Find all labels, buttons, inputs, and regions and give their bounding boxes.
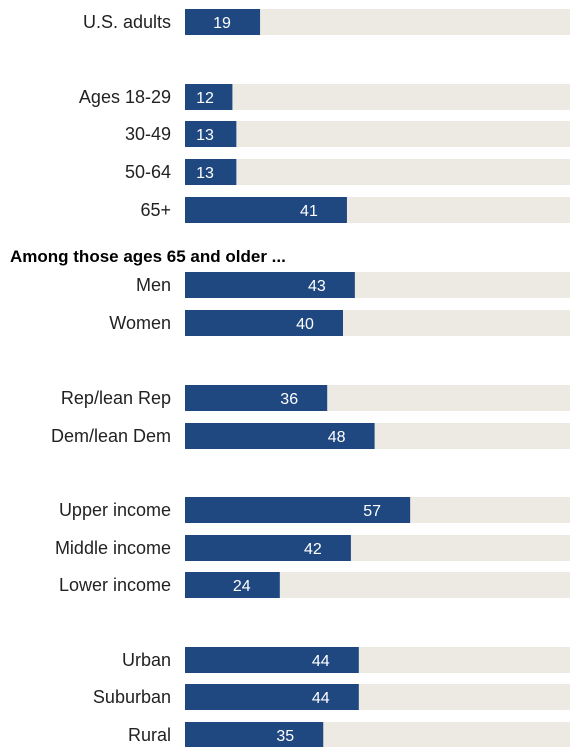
- bar-value-label: 43: [308, 278, 326, 295]
- bar: [185, 197, 347, 223]
- bar-value-label: 12: [196, 90, 214, 107]
- row-label: Ages 18-29: [79, 87, 171, 107]
- bar: [185, 385, 328, 411]
- bar-value-label: 35: [276, 728, 294, 745]
- bar: [185, 84, 233, 110]
- row-label: Women: [109, 313, 171, 333]
- row-label: Dem/lean Dem: [51, 426, 171, 446]
- row-label: Men: [136, 275, 171, 295]
- row-label: Rural: [128, 725, 171, 745]
- row-label: 50-64: [125, 162, 171, 182]
- bar-value-label: 57: [363, 503, 381, 520]
- bar: [185, 310, 343, 336]
- chart-rows: U.S. adults 19 Ages 18-29 12 30-49 13 50-64 13 6…: [51, 9, 570, 747]
- bar-value-label: 42: [304, 541, 322, 558]
- bar: [185, 159, 237, 185]
- bar-value-label: 40: [296, 316, 314, 333]
- row-label: Rep/lean Rep: [61, 388, 171, 408]
- row-label: Lower income: [59, 575, 171, 595]
- row-label: U.S. adults: [83, 12, 171, 32]
- bar: [185, 535, 351, 561]
- bar-value-label: 44: [312, 653, 330, 670]
- bar: [185, 423, 375, 449]
- section-heading: Among those ages 65 and older ...: [10, 247, 286, 266]
- bar-value-label: 24: [233, 578, 251, 595]
- bar-track: [185, 121, 570, 147]
- row-label: Upper income: [59, 500, 171, 520]
- bar-value-label: 13: [196, 127, 214, 144]
- row-label: 30-49: [125, 124, 171, 144]
- row-label: 65+: [140, 200, 171, 220]
- bar-value-label: 36: [280, 391, 298, 408]
- bar: [185, 9, 261, 35]
- row-label: Suburban: [93, 687, 171, 707]
- bar-value-label: 41: [300, 203, 318, 220]
- row-label: Urban: [122, 650, 171, 670]
- bar: [185, 497, 411, 523]
- bar-value-label: 19: [213, 15, 231, 32]
- bar-value-label: 48: [328, 429, 346, 446]
- bar-value-label: 44: [312, 690, 330, 707]
- bar: [185, 722, 324, 747]
- bar-value-label: 13: [196, 165, 214, 182]
- bar: [185, 121, 237, 147]
- bar: [185, 647, 359, 673]
- row-label: Middle income: [55, 538, 171, 558]
- bar: [185, 684, 359, 710]
- bar: [185, 572, 280, 598]
- bar-track: [185, 84, 570, 110]
- bar-track: [185, 159, 570, 185]
- bar: [185, 272, 355, 298]
